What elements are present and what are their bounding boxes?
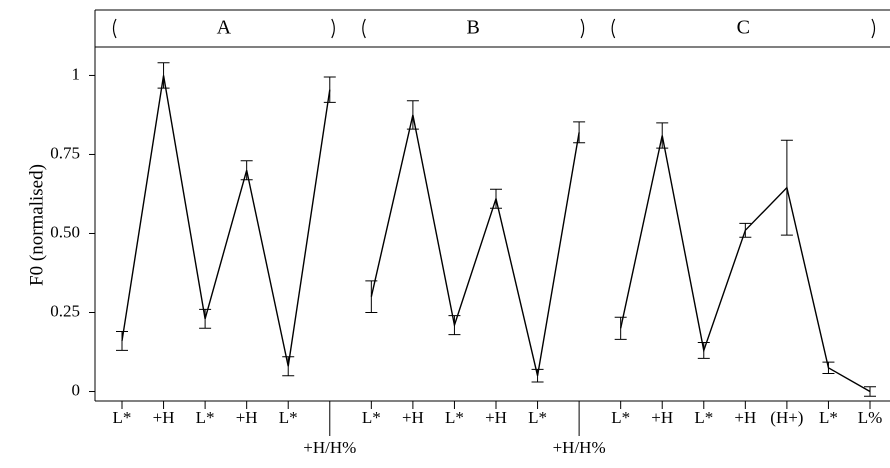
bracket bbox=[611, 18, 616, 39]
x-tick-label: L* bbox=[445, 408, 464, 427]
error-bar bbox=[531, 368, 544, 383]
bracket bbox=[362, 18, 366, 39]
error-bar bbox=[614, 316, 627, 340]
x-tick-label: L* bbox=[528, 408, 547, 427]
error-bar bbox=[116, 330, 128, 351]
error-bar bbox=[739, 222, 752, 238]
x-tick-label: L* bbox=[113, 408, 132, 427]
error-bar bbox=[199, 308, 212, 329]
x-tick-label: +H/H% bbox=[553, 438, 606, 457]
x-tick-label: +H bbox=[402, 408, 424, 427]
series-line bbox=[121, 75, 331, 367]
x-tick-label: L* bbox=[362, 408, 381, 427]
bracket bbox=[112, 18, 117, 39]
x-tick-label: +H/H% bbox=[303, 438, 356, 457]
error-bar bbox=[780, 139, 793, 236]
x-tick-label: (H+) bbox=[770, 408, 803, 427]
x-tick-label: +H bbox=[485, 408, 507, 427]
x-tick-label: +H bbox=[651, 408, 673, 427]
x-tick-label: +H bbox=[734, 408, 756, 427]
x-tick-label: +H bbox=[236, 408, 258, 427]
bracket bbox=[871, 18, 876, 39]
group-label: C bbox=[737, 17, 750, 39]
x-tick-label: L* bbox=[819, 408, 838, 427]
error-bar bbox=[448, 315, 461, 336]
error-bar bbox=[656, 122, 669, 149]
x-tick-label: L* bbox=[611, 408, 630, 427]
series-line bbox=[370, 114, 580, 376]
error-bar bbox=[240, 160, 253, 181]
bracket bbox=[331, 18, 335, 39]
group-label: B bbox=[467, 17, 480, 39]
error-bar bbox=[822, 361, 835, 375]
error-bar bbox=[406, 100, 419, 130]
y-tick-label: 0.25 bbox=[50, 301, 80, 320]
error-bar bbox=[490, 188, 502, 209]
error-bar bbox=[864, 386, 876, 397]
error-bar bbox=[282, 356, 295, 377]
bracket bbox=[580, 18, 585, 39]
error-bar bbox=[697, 342, 710, 359]
group-label: A bbox=[217, 17, 232, 39]
error-bar bbox=[157, 62, 170, 89]
y-tick-label: 0.75 bbox=[50, 143, 80, 162]
error-bar bbox=[323, 76, 336, 103]
x-tick-label: L* bbox=[279, 408, 298, 427]
x-tick-label: +H bbox=[153, 408, 175, 427]
x-tick-label: L* bbox=[694, 408, 713, 427]
y-tick-label: 0.50 bbox=[50, 222, 80, 241]
y-tick-label: 0 bbox=[72, 380, 81, 399]
y-tick-label: 1 bbox=[72, 64, 81, 83]
series-line bbox=[619, 135, 871, 393]
error-bar bbox=[573, 121, 586, 144]
y-axis-label: F0 (normalised) bbox=[26, 164, 47, 286]
error-bar bbox=[365, 280, 378, 313]
x-tick-label: L% bbox=[858, 408, 883, 427]
x-tick-label: L* bbox=[196, 408, 215, 427]
